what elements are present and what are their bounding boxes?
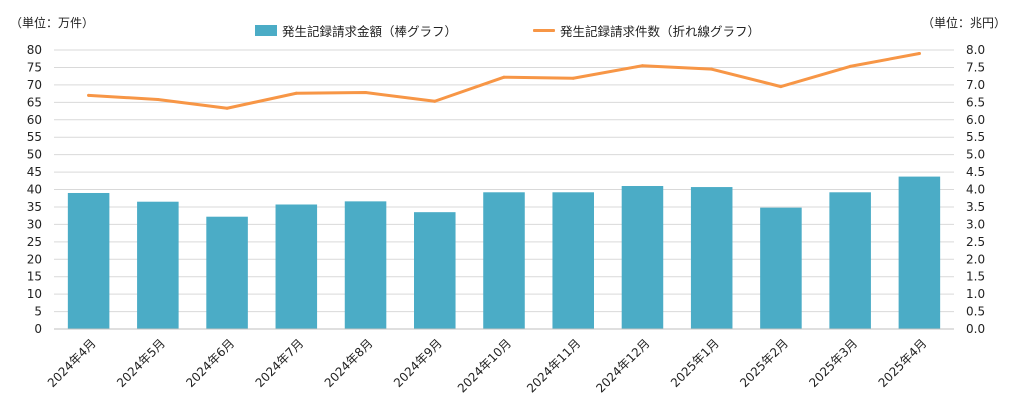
- right-axis-unit-label: （単位：兆円）: [921, 16, 1006, 30]
- y-right-tick-label: 4.5: [966, 165, 985, 179]
- bar: [760, 207, 802, 329]
- line-series: [87, 51, 921, 110]
- bar: [414, 212, 456, 329]
- legend-swatch-line: [533, 29, 555, 32]
- y-right-tick-label: 3.0: [966, 217, 985, 231]
- x-tick-label: 2024年8月: [322, 336, 376, 390]
- legend-item-bar: 発生記録請求金額（棒グラフ）: [255, 21, 457, 40]
- y-left-tick-label: 35: [27, 200, 42, 214]
- bar: [690, 187, 733, 329]
- left-axis-unit-label: （単位：万件）: [10, 16, 95, 30]
- y-left-tick-label: 5: [34, 305, 42, 319]
- line-point: [779, 85, 783, 89]
- line-point: [156, 98, 160, 102]
- y-right-tick-label: 1.0: [966, 287, 985, 301]
- bar: [206, 216, 248, 329]
- x-tick-label: 2024年9月: [391, 336, 445, 390]
- y-left-tick-label: 25: [27, 235, 42, 249]
- y-left-tick-label: 15: [27, 270, 42, 284]
- y-right-tick-label: 2.5: [966, 235, 985, 249]
- x-tick-label: 2025年3月: [806, 336, 860, 390]
- x-tick-label: 2024年10月: [455, 336, 514, 395]
- y-right-tick-label: 8.0: [966, 43, 985, 57]
- bar: [344, 201, 387, 329]
- y-left-tick-label: 50: [27, 148, 42, 162]
- line-point: [87, 93, 91, 97]
- x-tick-label: 2024年12月: [593, 336, 652, 395]
- y-right-tick-label: 1.5: [966, 270, 985, 284]
- line-point: [502, 75, 506, 79]
- y-left-tick-label: 10: [27, 287, 42, 301]
- y-right-tick-label: 5.0: [966, 148, 985, 162]
- line-point: [710, 67, 714, 71]
- y-right-tick-label: 3.5: [966, 200, 985, 214]
- bar: [552, 192, 594, 329]
- y-left-tick-label: 70: [27, 78, 42, 92]
- y-left-tick-label: 60: [27, 113, 42, 127]
- line-point: [917, 51, 921, 55]
- bar: [898, 176, 941, 329]
- y-right-tick-label: 2.0: [966, 252, 985, 266]
- y-right-tick-label: 0.0: [966, 322, 985, 336]
- y-right-tick-label: 5.5: [966, 130, 985, 144]
- bar: [67, 192, 110, 329]
- line-point: [364, 91, 368, 95]
- y-left-tick-label: 55: [27, 130, 42, 144]
- legend-label-bar: 発生記録請求金額（棒グラフ）: [282, 24, 458, 39]
- bar: [275, 204, 318, 329]
- x-tick-label: 2024年7月: [253, 336, 307, 390]
- y-right-tick-label: 6.5: [966, 95, 985, 109]
- y-left-tick-label: 0: [34, 322, 42, 336]
- x-tick-label: 2025年2月: [737, 336, 791, 390]
- x-tick-label: 2025年4月: [876, 336, 930, 390]
- legend-item-line: 発生記録請求件数（折れ線グラフ）: [533, 21, 760, 40]
- bar: [829, 192, 871, 329]
- x-tick-label: 2025年1月: [668, 336, 722, 390]
- x-tick-label: 2024年11月: [524, 336, 583, 395]
- y-right-tick-label: 0.5: [966, 305, 985, 319]
- legend-swatch-bar: [255, 25, 277, 36]
- line-point: [294, 91, 298, 95]
- line-point: [225, 106, 229, 110]
- y-left-tick-label: 65: [27, 95, 42, 109]
- y-right-tick-label: 7.0: [966, 78, 985, 92]
- y-right-tick-label: 7.5: [966, 60, 985, 74]
- y-left-tick-label: 30: [27, 217, 42, 231]
- line-point: [433, 99, 437, 103]
- bar: [137, 201, 179, 329]
- y-right-tick-label: 4.0: [966, 183, 985, 197]
- line-point: [640, 64, 644, 68]
- y-left-tick-label: 20: [27, 252, 42, 266]
- y-left-tick-label: 75: [27, 60, 42, 74]
- y-left-tick-label: 40: [27, 183, 42, 197]
- line-point: [571, 76, 575, 80]
- x-tick-label: 2024年6月: [183, 336, 237, 390]
- bar: [621, 186, 664, 329]
- line-point: [848, 64, 852, 68]
- x-tick-label: 2024年5月: [114, 336, 168, 390]
- legend-label-line: 発生記録請求件数（折れ線グラフ）: [560, 24, 761, 39]
- y-left-tick-label: 80: [27, 43, 42, 57]
- y-right-tick-label: 6.0: [966, 113, 985, 127]
- y-left-tick-label: 45: [27, 165, 42, 179]
- bar: [483, 192, 525, 329]
- x-tick-label: 2024年4月: [45, 336, 99, 390]
